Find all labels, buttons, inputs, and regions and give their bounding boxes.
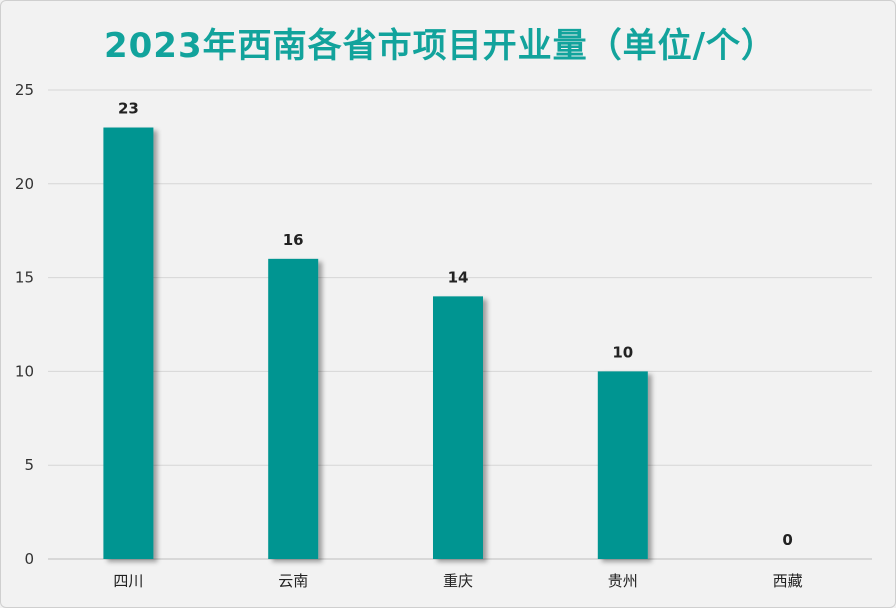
bar-2 [268,258,319,559]
chart-title: 2023年西南各省市项目开业量（单位/个） [103,26,777,66]
y-tick-label: 15 [15,269,34,287]
y-tick-label: 25 [15,81,34,99]
bar-4 [597,371,648,559]
bar-1 [103,127,154,560]
y-tick-label: 0 [24,550,34,568]
data-label: 0 [782,531,792,549]
x-tick-label: 云南 [278,572,308,590]
x-tick-label: 四川 [113,572,143,590]
y-tick-label: 20 [15,175,34,193]
data-label: 14 [448,268,469,286]
data-label: 23 [118,100,139,118]
data-label: 10 [612,343,633,361]
data-label: 16 [283,231,304,249]
x-tick-label: 重庆 [443,572,473,590]
bar-3 [433,296,483,559]
x-tick-label: 贵州 [608,572,638,590]
y-tick-label: 5 [24,456,34,474]
x-tick-label: 西藏 [773,572,803,590]
y-tick-label: 10 [15,362,34,380]
